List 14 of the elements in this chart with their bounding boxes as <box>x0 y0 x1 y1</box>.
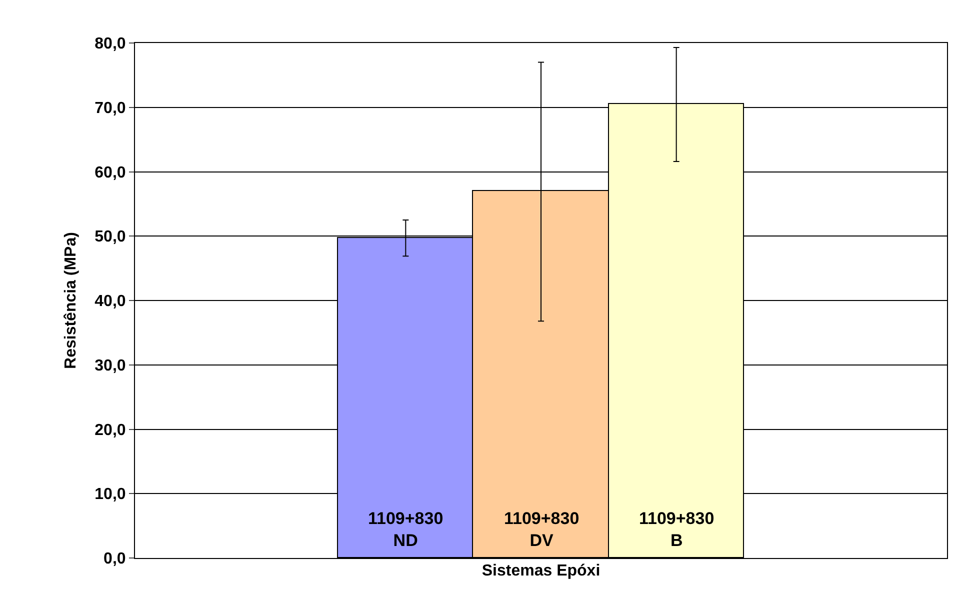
y-tick-label: 30,0 <box>94 357 126 374</box>
y-axis-title: Resistência (MPa) <box>62 232 80 369</box>
x-tick-label: 1109+830 ND <box>368 509 444 550</box>
y-tick-label: 70,0 <box>94 100 126 117</box>
y-tick-label: 20,0 <box>94 422 126 439</box>
x-tick-label: 1109+830 DV <box>504 509 580 550</box>
x-tick-label: 1109+830 B <box>639 509 714 550</box>
y-tick-label: 40,0 <box>94 293 126 310</box>
y-tick-label: 80,0 <box>94 36 126 53</box>
x-axis-title: Sistemas Epóxi <box>482 562 600 580</box>
y-tick-label: 50,0 <box>94 228 126 246</box>
y-tick-label: 10,0 <box>94 486 126 504</box>
y-tick-label: 0,0 <box>104 550 126 568</box>
y-tick-label: 60,0 <box>94 164 126 182</box>
